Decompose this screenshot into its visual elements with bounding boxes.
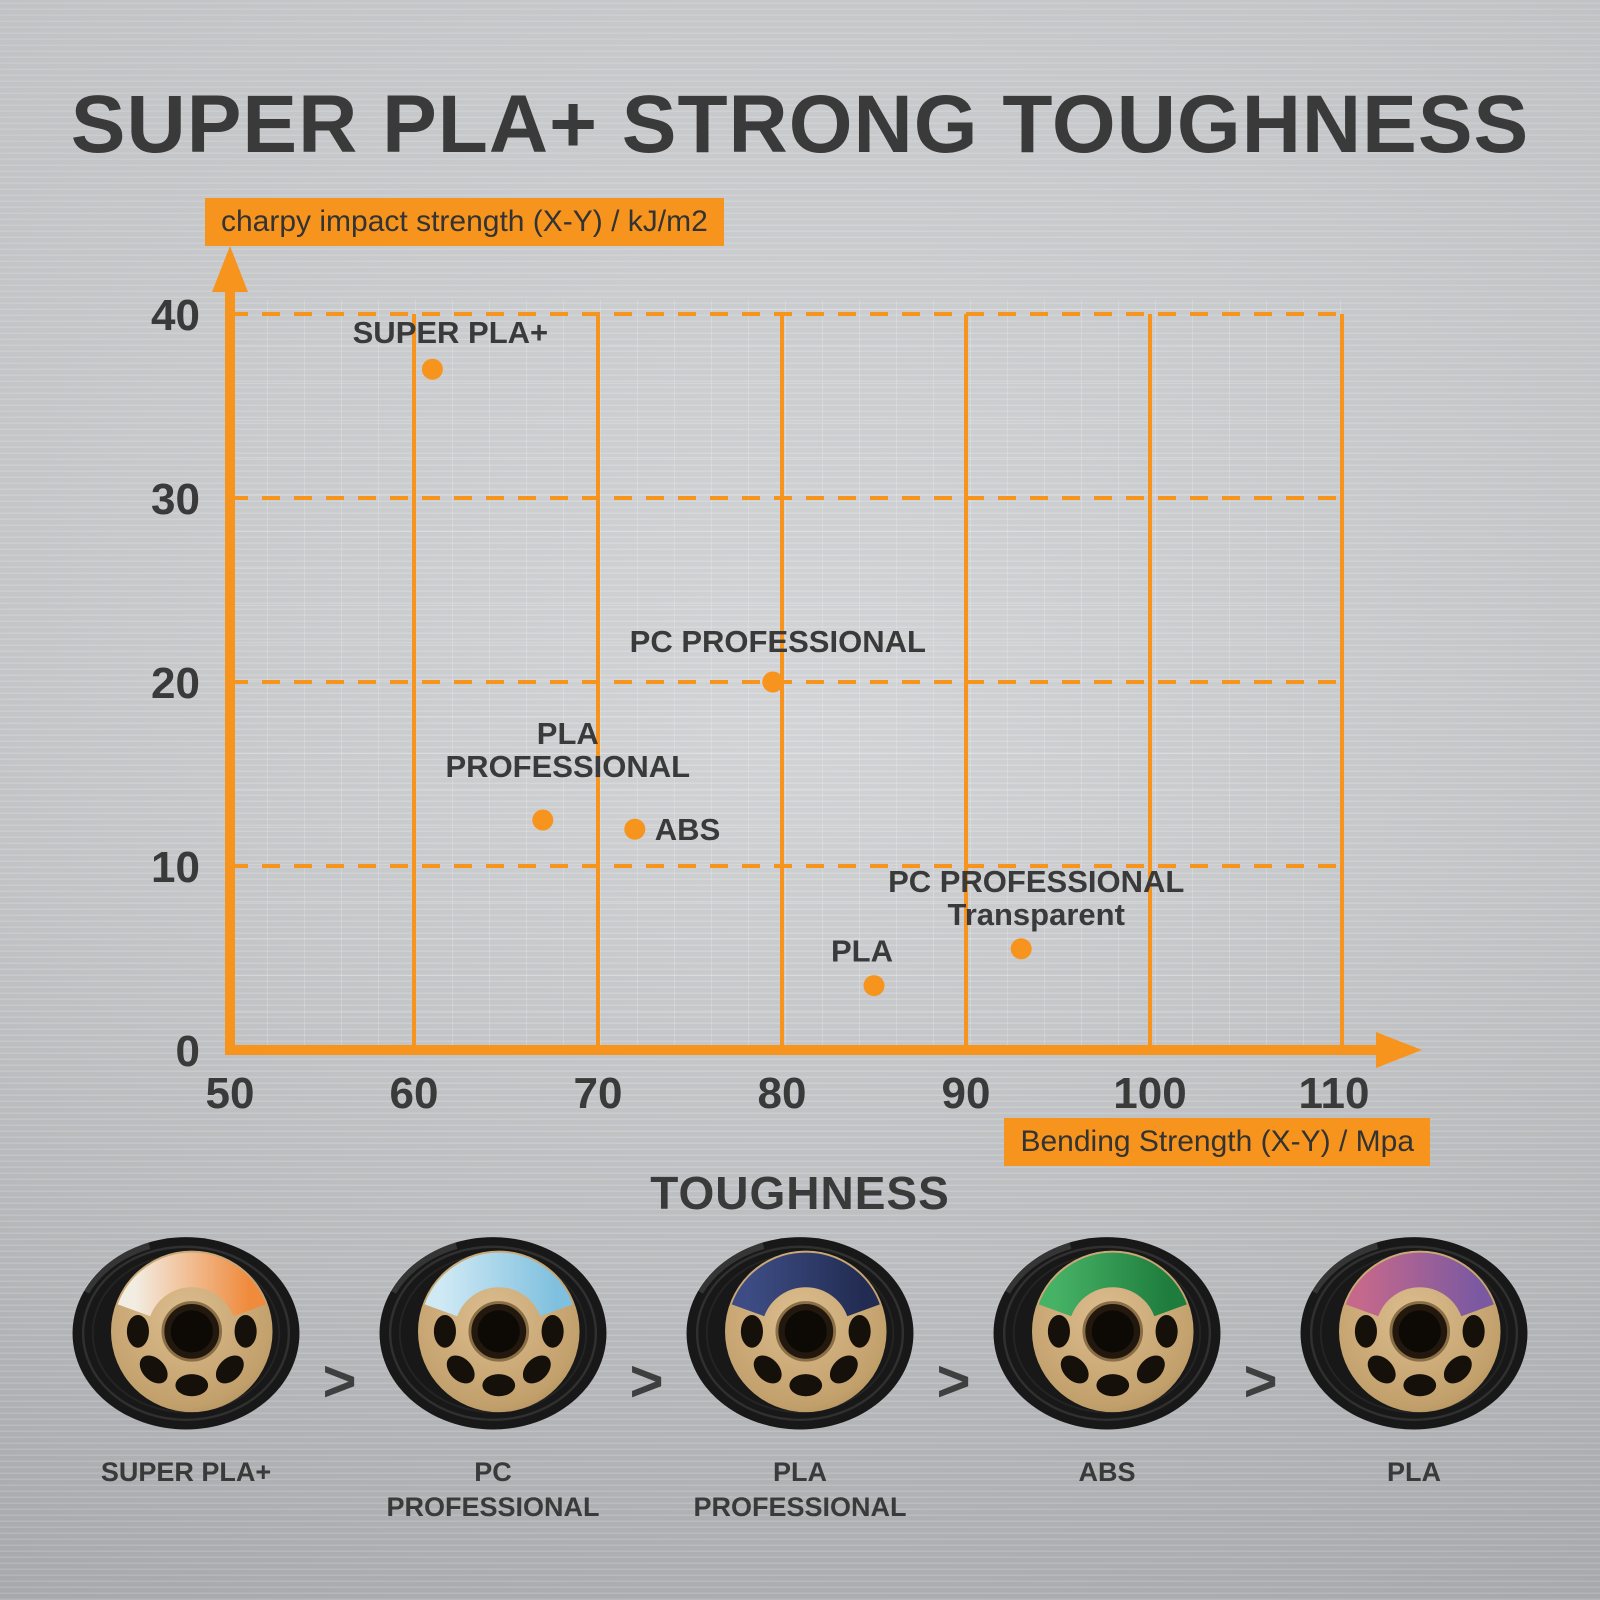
filament-spool-image (379, 1237, 607, 1430)
spool-pla: PLA (1283, 1232, 1545, 1490)
filament-spool-image (72, 1237, 300, 1430)
filament-spool-image (686, 1237, 914, 1430)
spool-caption: ABS (1078, 1457, 1136, 1487)
spool-caption: PC PROFESSIONAL (386, 1457, 600, 1523)
x-axis-label: Bending Strength (X-Y) / Mpa (1004, 1118, 1430, 1166)
svg-text:20: 20 (151, 659, 200, 708)
greater-than-separator: > (1243, 1349, 1278, 1414)
greater-than-separator: > (936, 1349, 971, 1414)
svg-text:80: 80 (758, 1069, 807, 1118)
svg-text:90: 90 (942, 1069, 991, 1118)
svg-text:100: 100 (1113, 1069, 1186, 1118)
svg-text:40: 40 (151, 291, 200, 340)
scatter-chart: 0 10 20 30 40 50 60 70 80 90 100 110 SUPER PLA+ PC PR… (151, 246, 1422, 1118)
spool-caption: PLA PROFESSIONAL (693, 1457, 907, 1523)
spool-pc-professional: PC PROFESSIONAL (362, 1232, 624, 1525)
spool-comparison-row: SUPER PLA+ > PC PROFESSIONAL > PLA PROFESSIONA… (55, 1232, 1545, 1525)
svg-text:SUPER PLA+: SUPER PLA+ (353, 315, 549, 350)
greater-than-separator: > (629, 1349, 664, 1414)
svg-text:30: 30 (151, 475, 200, 524)
spool-caption: SUPER PLA+ (100, 1457, 272, 1487)
spool-abs: ABS (976, 1232, 1238, 1490)
svg-text:110: 110 (1299, 1069, 1370, 1118)
svg-text:0: 0 (176, 1027, 200, 1076)
spool-caption: PLA (1387, 1457, 1441, 1487)
svg-text:60: 60 (390, 1069, 439, 1118)
filament-spool-image (1300, 1237, 1528, 1430)
svg-text:50: 50 (206, 1069, 255, 1118)
svg-text:PC PROFESSIONAL: PC PROFESSIONAL (630, 624, 926, 659)
spool-super-pla-: SUPER PLA+ (55, 1232, 317, 1490)
page-title: SUPER PLA+ STRONG TOUGHNESS (70, 79, 1530, 170)
y-axis-label: charpy impact strength (X-Y) / kJ/m2 (205, 198, 724, 246)
svg-text:PLA: PLA (831, 934, 893, 969)
svg-text:ABS: ABS (655, 812, 720, 847)
svg-text:70: 70 (574, 1069, 623, 1118)
svg-text:10: 10 (151, 843, 200, 892)
filament-spool-image (993, 1237, 1221, 1430)
greater-than-separator: > (322, 1349, 357, 1414)
toughness-heading: TOUGHNESS (650, 1167, 950, 1219)
spool-pla-professional: PLA PROFESSIONAL (669, 1232, 931, 1525)
